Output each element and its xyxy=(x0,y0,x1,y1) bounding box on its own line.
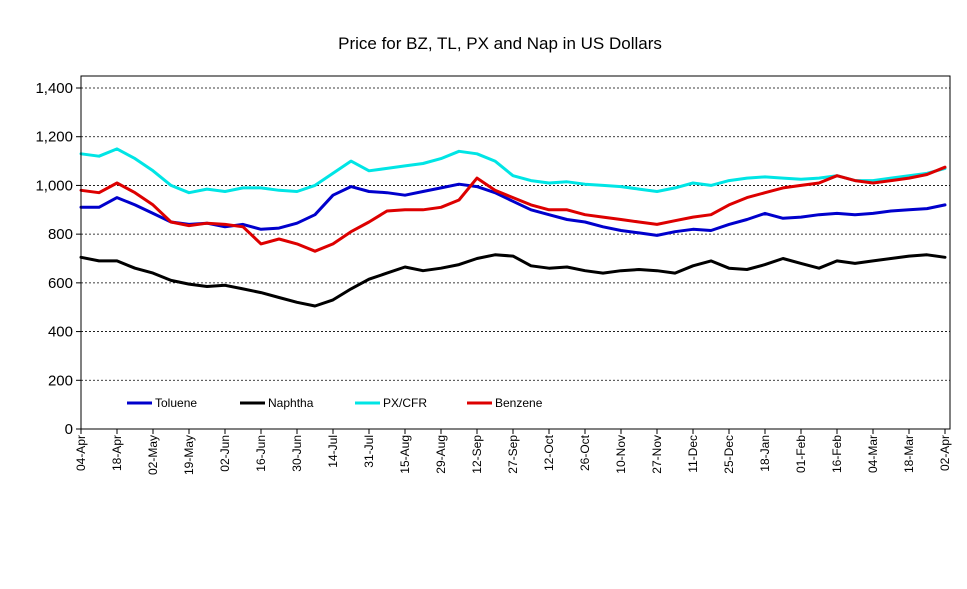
plot-area-border xyxy=(80,75,951,430)
y-tick-label: 1,200 xyxy=(35,129,73,146)
gridlines xyxy=(81,87,950,381)
x-tick-label: 02-Jun xyxy=(218,435,232,472)
legend-label-px-cfr: PX/CFR xyxy=(383,396,427,410)
y-tick-label: 0 xyxy=(65,421,73,438)
y-tick-label: 800 xyxy=(48,226,73,243)
legend-label-toluene: Toluene xyxy=(155,396,197,410)
y-tick-label: 1,400 xyxy=(35,80,73,97)
series-group xyxy=(79,147,947,308)
x-tick-label: 26-Oct xyxy=(578,434,592,471)
series-line-px-cfr xyxy=(79,147,947,195)
y-tick-label: 200 xyxy=(48,372,73,389)
legend: Toluene Naphtha PX/CFR Benzene xyxy=(127,396,543,410)
x-tick-label: 14-Jul xyxy=(326,435,340,468)
series-line-benzene xyxy=(79,165,947,253)
chart-title: Price for BZ, TL, PX and Nap in US Dolla… xyxy=(338,34,662,53)
x-tick-label: 10-Nov xyxy=(614,435,628,474)
x-tick-label: 31-Jul xyxy=(362,435,376,468)
x-tick-label: 12-Oct xyxy=(542,434,556,471)
legend-label-benzene: Benzene xyxy=(495,396,543,410)
legend-label-naphtha: Naphtha xyxy=(268,396,314,410)
x-tick-label: 02-Apr xyxy=(938,435,952,471)
x-tick-label: 27-Sep xyxy=(506,435,520,474)
x-tick-label: 11-Dec xyxy=(686,435,700,473)
x-tick-label: 18-Jan xyxy=(758,435,772,472)
series-line-naphtha xyxy=(79,253,947,308)
x-tick-label: 18-Mar xyxy=(902,435,916,473)
x-tick-label: 01-Feb xyxy=(794,435,808,473)
x-tick-label: 16-Feb xyxy=(830,435,844,473)
x-tick-label: 04-Apr xyxy=(74,435,88,471)
y-tick-label: 1,000 xyxy=(35,177,73,194)
x-tick-label: 18-Apr xyxy=(110,435,124,471)
x-axis: 04-Apr 18-Apr 02-May 19-May 02-Jun 16-Jun 30-J… xyxy=(74,429,952,475)
x-tick-label: 04-Mar xyxy=(866,435,880,473)
x-tick-label: 15-Aug xyxy=(398,435,412,474)
y-axis: 0 200 400 600 800 1,000 1,200 1,400 xyxy=(35,80,81,438)
series-line-toluene xyxy=(79,182,947,237)
x-tick-label: 02-May xyxy=(146,435,160,475)
x-tick-label: 19-May xyxy=(182,435,196,475)
x-tick-label: 25-Dec xyxy=(722,435,736,474)
x-tick-label: 12-Sep xyxy=(470,435,484,474)
x-tick-label: 30-Jun xyxy=(290,435,304,472)
y-tick-label: 400 xyxy=(48,324,73,341)
x-tick-label: 27-Nov xyxy=(650,435,664,474)
y-tick-label: 600 xyxy=(48,275,73,292)
x-tick-label: 29-Aug xyxy=(434,435,448,474)
x-tick-label: 16-Jun xyxy=(254,435,268,472)
